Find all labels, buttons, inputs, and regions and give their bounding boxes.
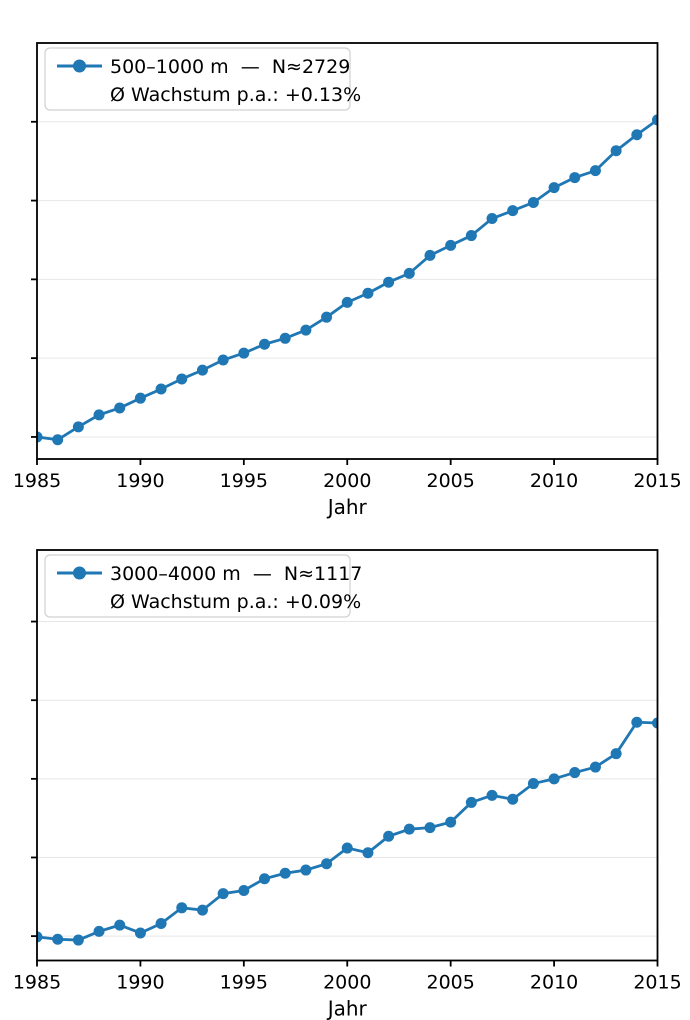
x-tick-label: 2015 — [633, 972, 681, 994]
line-chart-0: 1985 1990 1995 2000 2005 2010 2015 Jahr 500–1000… — [13, 42, 682, 519]
series-group — [36, 114, 658, 446]
data-point — [465, 796, 477, 808]
data-point — [321, 311, 333, 323]
data-point — [652, 717, 658, 729]
data-point — [631, 716, 643, 728]
data-point — [362, 287, 374, 299]
data-point — [610, 145, 622, 157]
data-point — [279, 867, 291, 879]
data-point — [610, 748, 622, 760]
data-point — [589, 761, 601, 773]
data-point — [217, 354, 229, 366]
x-tick-label: 1985 — [13, 972, 61, 994]
legend-box — [44, 47, 351, 111]
data-point — [238, 347, 250, 359]
x-tick-label: 2000 — [323, 470, 371, 492]
data-point — [652, 114, 658, 126]
legend-label-growth: Ø Wachstum p.a.: +0.13% — [110, 84, 361, 106]
data-point — [631, 129, 643, 141]
data-point — [383, 830, 395, 842]
data-point — [300, 324, 312, 336]
data-point — [134, 927, 146, 939]
data-point — [259, 873, 271, 885]
data-point — [176, 902, 188, 914]
legend-box — [44, 554, 351, 618]
x-tick-label: 1990 — [116, 470, 164, 492]
data-point — [548, 182, 560, 194]
legend-marker-symbol — [73, 566, 86, 580]
x-tick-label: 1985 — [13, 470, 61, 492]
data-point — [300, 864, 312, 876]
legend-marker-symbol — [73, 59, 86, 73]
data-point — [93, 925, 105, 937]
data-point — [362, 847, 374, 859]
data-point — [72, 421, 84, 433]
data-point — [465, 230, 477, 242]
legend: 3000–4000 m — N≈1117 Ø Wachstum p.a.: +0.… — [44, 554, 362, 618]
x-tick-label: 1995 — [220, 470, 268, 492]
data-point — [52, 434, 64, 446]
data-point — [72, 934, 84, 946]
x-axis-label: Jahr — [326, 997, 368, 1020]
legend: 500–1000 m — N≈2729 Ø Wachstum p.a.: +0.1… — [44, 47, 361, 111]
data-point — [196, 904, 208, 916]
data-point — [196, 364, 208, 376]
x-tick-label: 2015 — [633, 470, 681, 492]
data-point — [52, 933, 64, 945]
data-point — [36, 431, 43, 443]
data-point — [36, 931, 43, 943]
legend-label-growth: Ø Wachstum p.a.: +0.09% — [110, 591, 361, 613]
data-point — [589, 165, 601, 177]
data-point — [279, 332, 291, 344]
data-point — [507, 793, 519, 805]
line-chart-1: 1985 1990 1995 2000 2005 2010 2015 Jahr 3000–400… — [13, 549, 682, 1020]
data-point — [569, 767, 581, 779]
data-point — [134, 392, 146, 404]
x-tick-label: 1995 — [220, 972, 268, 994]
data-point — [238, 885, 250, 897]
series-group — [36, 716, 658, 946]
data-point — [527, 196, 539, 208]
data-point — [424, 249, 436, 261]
data-point — [341, 296, 353, 308]
data-point — [403, 267, 415, 279]
x-axis-label: Jahr — [326, 495, 368, 519]
x-tick-label: 2005 — [426, 972, 474, 994]
data-point — [445, 816, 457, 828]
x-tick-label: 1990 — [116, 972, 164, 994]
x-tick-label: 2010 — [530, 972, 578, 994]
data-point — [527, 778, 539, 790]
data-point — [259, 338, 271, 350]
legend-label-series: 500–1000 m — N≈2729 — [110, 56, 350, 78]
data-point — [93, 409, 105, 421]
data-point — [114, 402, 126, 414]
data-point — [114, 919, 126, 931]
legend-label-series: 3000–4000 m — N≈1117 — [110, 563, 362, 585]
data-point — [155, 918, 167, 930]
data-point — [341, 842, 353, 854]
x-tick-label: 2005 — [426, 470, 474, 492]
data-point — [424, 822, 436, 834]
x-tick-label: 2010 — [530, 470, 578, 492]
data-point — [155, 383, 167, 395]
data-point — [507, 205, 519, 217]
data-point — [569, 172, 581, 184]
data-point — [486, 213, 498, 225]
data-point — [321, 858, 333, 870]
data-point — [548, 773, 560, 785]
data-point — [176, 373, 188, 385]
data-line — [36, 720, 658, 942]
data-point — [445, 239, 457, 251]
x-tick-label: 2000 — [323, 972, 371, 994]
data-point — [486, 789, 498, 801]
data-point — [383, 276, 395, 288]
data-point — [217, 888, 229, 900]
data-point — [403, 823, 415, 835]
